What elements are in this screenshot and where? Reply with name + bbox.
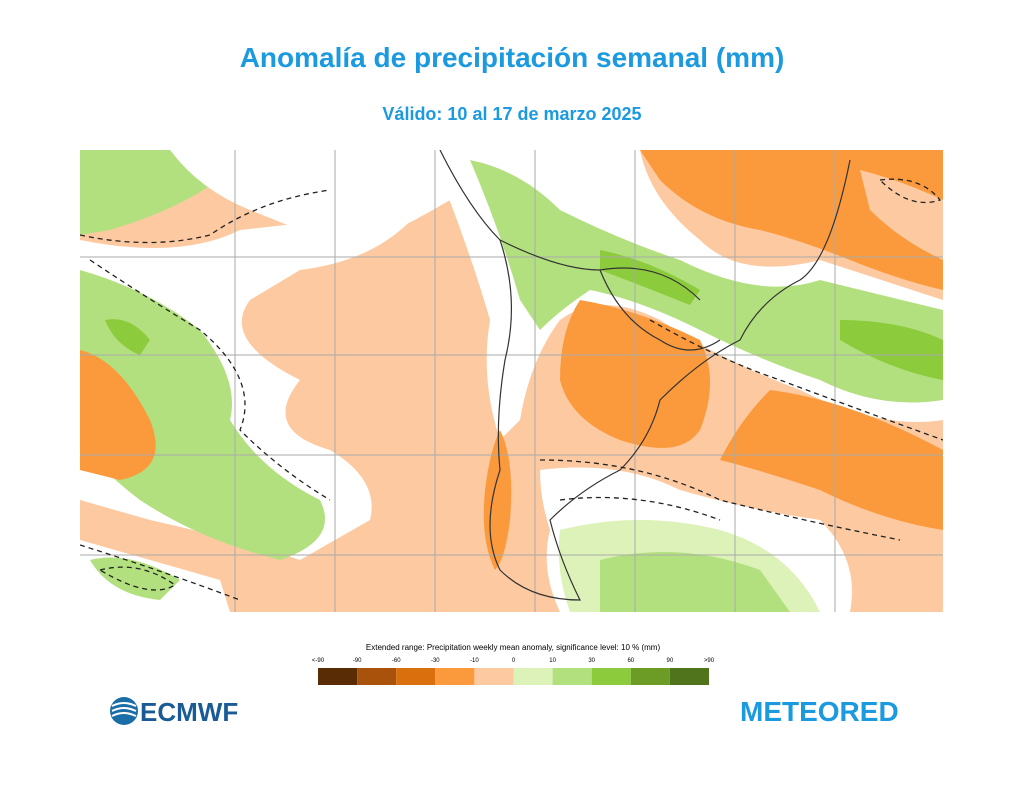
legend-label: 10 bbox=[549, 658, 556, 664]
legend-swatch bbox=[318, 668, 358, 685]
legend-label: -30 bbox=[431, 658, 440, 664]
legend-label: 0 bbox=[512, 658, 516, 664]
ecmwf-logo: ECMWF bbox=[110, 697, 238, 727]
legend-swatch bbox=[474, 668, 514, 685]
legend-label: -60 bbox=[392, 658, 401, 664]
legend-swatch bbox=[591, 668, 631, 685]
legend-swatch bbox=[435, 668, 475, 685]
legend-label: -90 bbox=[353, 658, 362, 664]
legend-label: >90 bbox=[704, 658, 715, 664]
legend-swatch bbox=[513, 668, 553, 685]
legend-label: -10 bbox=[470, 658, 479, 664]
legend-swatch bbox=[357, 668, 397, 685]
ecmwf-text: ECMWF bbox=[140, 697, 238, 727]
legend: <-90 -90 -60 -30 -10 0 10 30 60 90 >90 bbox=[312, 658, 715, 685]
legend-label: 60 bbox=[627, 658, 634, 664]
legend-label: <-90 bbox=[312, 658, 325, 664]
title: Anomalía de precipitación semanal (mm) bbox=[239, 42, 785, 73]
legend-swatch bbox=[552, 668, 592, 685]
meteored-logo: METEORED bbox=[740, 696, 899, 727]
legend-label: 90 bbox=[667, 658, 674, 664]
subtitle: Válido: 10 al 17 de marzo 2025 bbox=[382, 104, 642, 124]
legend-swatch bbox=[630, 668, 670, 685]
map bbox=[80, 150, 943, 612]
legend-label: 30 bbox=[588, 658, 595, 664]
legend-swatch bbox=[396, 668, 436, 685]
legend-swatch bbox=[669, 668, 709, 685]
legend-title: Extended range: Precipitation weekly mea… bbox=[366, 643, 661, 652]
